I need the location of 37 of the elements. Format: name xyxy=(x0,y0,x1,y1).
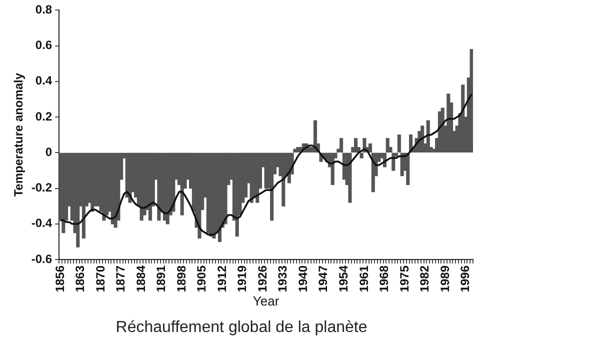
text: Réchauffement global de la planète xyxy=(116,318,368,336)
bar xyxy=(354,138,358,152)
x-tick-label: 1940 xyxy=(296,265,310,292)
y-tick-label: 0.2 xyxy=(35,109,52,124)
y-tick-label: 0.8 xyxy=(35,2,52,17)
x-tick-label: 1954 xyxy=(336,265,351,292)
x-tick-label: 1982 xyxy=(418,265,432,292)
x-tick-label: 1898 xyxy=(174,265,188,292)
x-tick-label: 1863 xyxy=(73,265,88,292)
x-tick-label: 1891 xyxy=(154,265,168,292)
x-tick-label: 1905 xyxy=(194,265,209,292)
x-tick-label: 1933 xyxy=(276,265,290,292)
y-tick-label: -0.2 xyxy=(31,180,52,195)
y-tick-label: -0.6 xyxy=(31,252,52,266)
bar xyxy=(470,49,473,152)
x-tick-label: 1870 xyxy=(93,265,108,292)
x-tick-label: 1947 xyxy=(316,265,330,292)
y-tick-label: 0.4 xyxy=(35,74,52,88)
y-tick-label: 0.6 xyxy=(35,38,52,52)
x-tick-label: 1856 xyxy=(52,265,67,292)
x-tick-label: 1989 xyxy=(438,265,452,292)
bar xyxy=(406,152,410,186)
x-tick-label: 1996 xyxy=(458,265,472,292)
x-tick-label: 1919 xyxy=(235,265,250,292)
x-tick-label: 1877 xyxy=(114,265,128,292)
x-tick-label: 1884 xyxy=(134,265,148,292)
x-tick-label: 1926 xyxy=(255,265,270,292)
y-tick-label: -0.4 xyxy=(31,216,52,230)
x-axis-title: Year xyxy=(252,294,280,309)
y-tick-label: 0 xyxy=(45,144,52,159)
x-tick-label: 1968 xyxy=(377,265,392,292)
x-tick-label: 1961 xyxy=(356,265,371,292)
bar xyxy=(224,152,228,224)
bar xyxy=(270,152,274,221)
x-tick-label: 1975 xyxy=(397,265,412,292)
y-axis-title: Temperature anomaly xyxy=(12,72,26,197)
x-tick-label: 1912 xyxy=(214,265,229,292)
